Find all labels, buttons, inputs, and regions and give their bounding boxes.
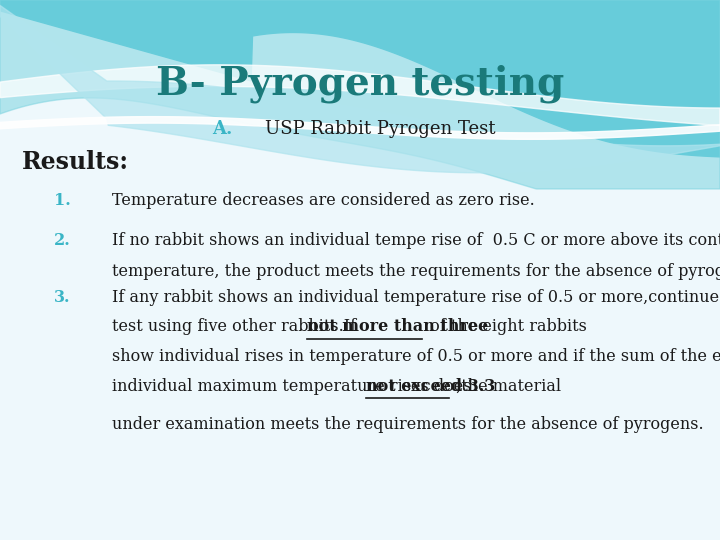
Text: 2.: 2. bbox=[54, 232, 71, 249]
Text: show individual rises in temperature of 0.5 or more and if the sum of the eight: show individual rises in temperature of … bbox=[112, 348, 720, 365]
Text: not exceed 3.3: not exceed 3.3 bbox=[366, 377, 495, 395]
Text: temperature, the product meets the requirements for the absence of pyrogens.: temperature, the product meets the requi… bbox=[112, 263, 720, 280]
Text: Results:: Results: bbox=[22, 150, 129, 174]
Text: ,the material: ,the material bbox=[451, 377, 561, 395]
Text: B- Pyrogen testing: B- Pyrogen testing bbox=[156, 64, 564, 103]
Text: not more than three: not more than three bbox=[307, 318, 489, 335]
Text: 1.: 1. bbox=[54, 192, 71, 210]
Text: USP Rabbit Pyrogen Test: USP Rabbit Pyrogen Test bbox=[265, 119, 495, 138]
Text: test using five other rabbits.If: test using five other rabbits.If bbox=[112, 318, 361, 335]
Text: Temperature decreases are considered as zero rise.: Temperature decreases are considered as … bbox=[112, 192, 534, 210]
Text: under examination meets the requirements for the absence of pyrogens.: under examination meets the requirements… bbox=[112, 416, 703, 434]
Text: If any rabbit shows an individual temperature rise of 0.5 or more,continue the: If any rabbit shows an individual temper… bbox=[112, 288, 720, 306]
Text: If no rabbit shows an individual tempe rise of  0.5 C or more above its control: If no rabbit shows an individual tempe r… bbox=[112, 232, 720, 249]
Text: individual maximum temperature rises does: individual maximum temperature rises doe… bbox=[112, 377, 476, 395]
Text: 3.: 3. bbox=[54, 288, 71, 306]
Text: of the eight rabbits: of the eight rabbits bbox=[425, 318, 587, 335]
Text: A.: A. bbox=[212, 119, 233, 138]
